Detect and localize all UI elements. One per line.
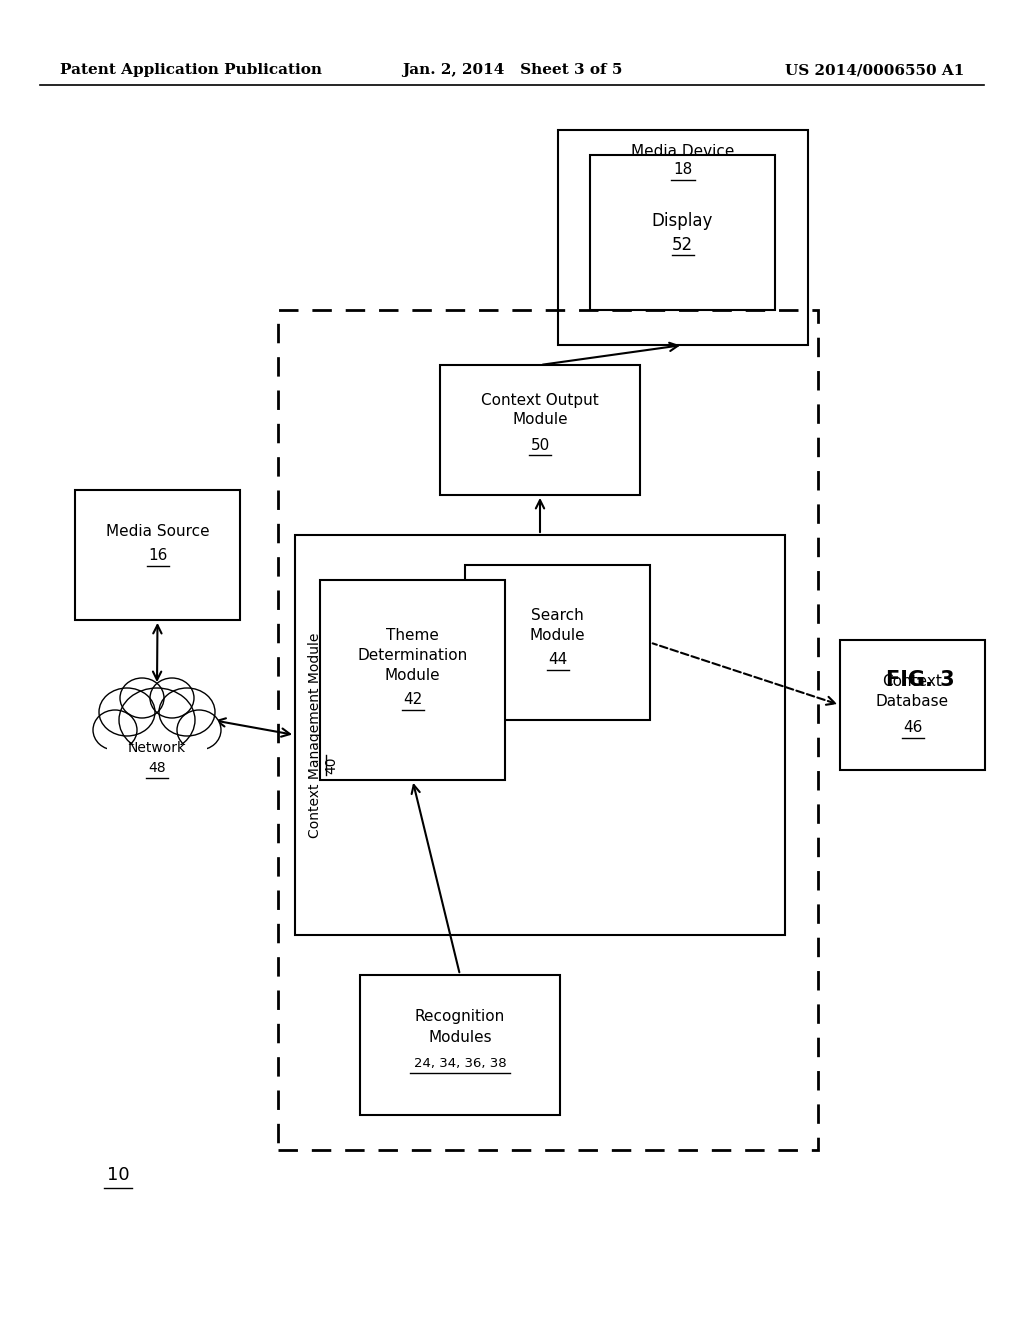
Bar bbox=[360, 975, 560, 1115]
Text: Modules: Modules bbox=[428, 1030, 492, 1044]
Ellipse shape bbox=[159, 688, 215, 737]
Text: 46: 46 bbox=[903, 721, 923, 735]
Bar bbox=[840, 640, 985, 770]
Ellipse shape bbox=[150, 678, 194, 718]
Bar bbox=[465, 565, 650, 719]
Text: FIG. 3: FIG. 3 bbox=[886, 671, 954, 690]
Text: Context: Context bbox=[883, 675, 942, 689]
Ellipse shape bbox=[99, 688, 155, 737]
Text: Context Output: Context Output bbox=[481, 392, 599, 408]
Text: 16: 16 bbox=[147, 549, 167, 564]
Bar bbox=[590, 154, 775, 310]
Text: Media Device: Media Device bbox=[632, 144, 734, 160]
Text: Determination: Determination bbox=[357, 648, 468, 663]
Text: 48: 48 bbox=[148, 762, 166, 775]
Bar bbox=[295, 535, 785, 935]
Text: 40: 40 bbox=[324, 756, 338, 774]
Text: Module: Module bbox=[529, 627, 586, 643]
Text: Module: Module bbox=[385, 668, 440, 682]
Text: Media Source: Media Source bbox=[105, 524, 209, 540]
Ellipse shape bbox=[93, 710, 137, 750]
Ellipse shape bbox=[177, 710, 221, 750]
Text: Network: Network bbox=[128, 741, 186, 755]
Bar bbox=[440, 366, 640, 495]
Text: Module: Module bbox=[512, 412, 568, 428]
Text: 42: 42 bbox=[402, 693, 422, 708]
Text: Patent Application Publication: Patent Application Publication bbox=[60, 63, 322, 77]
Text: US 2014/0006550 A1: US 2014/0006550 A1 bbox=[784, 63, 964, 77]
Ellipse shape bbox=[119, 688, 195, 752]
Text: Jan. 2, 2014   Sheet 3 of 5: Jan. 2, 2014 Sheet 3 of 5 bbox=[401, 63, 623, 77]
Bar bbox=[319, 579, 505, 780]
Text: Recognition: Recognition bbox=[415, 1010, 505, 1024]
Bar bbox=[75, 490, 240, 620]
Text: 52: 52 bbox=[672, 235, 693, 253]
Text: Search: Search bbox=[531, 607, 584, 623]
Bar bbox=[278, 310, 818, 1150]
Text: Theme: Theme bbox=[386, 627, 439, 643]
Bar bbox=[558, 129, 808, 345]
Text: Context Management Module: Context Management Module bbox=[308, 632, 322, 838]
Bar bbox=[106, 744, 207, 752]
Text: Database: Database bbox=[876, 694, 949, 710]
Text: 18: 18 bbox=[674, 162, 692, 177]
Ellipse shape bbox=[120, 678, 164, 718]
Text: 24, 34, 36, 38: 24, 34, 36, 38 bbox=[414, 1056, 506, 1069]
Text: 10: 10 bbox=[106, 1166, 129, 1184]
Text: 44: 44 bbox=[548, 652, 567, 668]
Text: Display: Display bbox=[652, 211, 713, 230]
Text: 50: 50 bbox=[530, 437, 550, 453]
